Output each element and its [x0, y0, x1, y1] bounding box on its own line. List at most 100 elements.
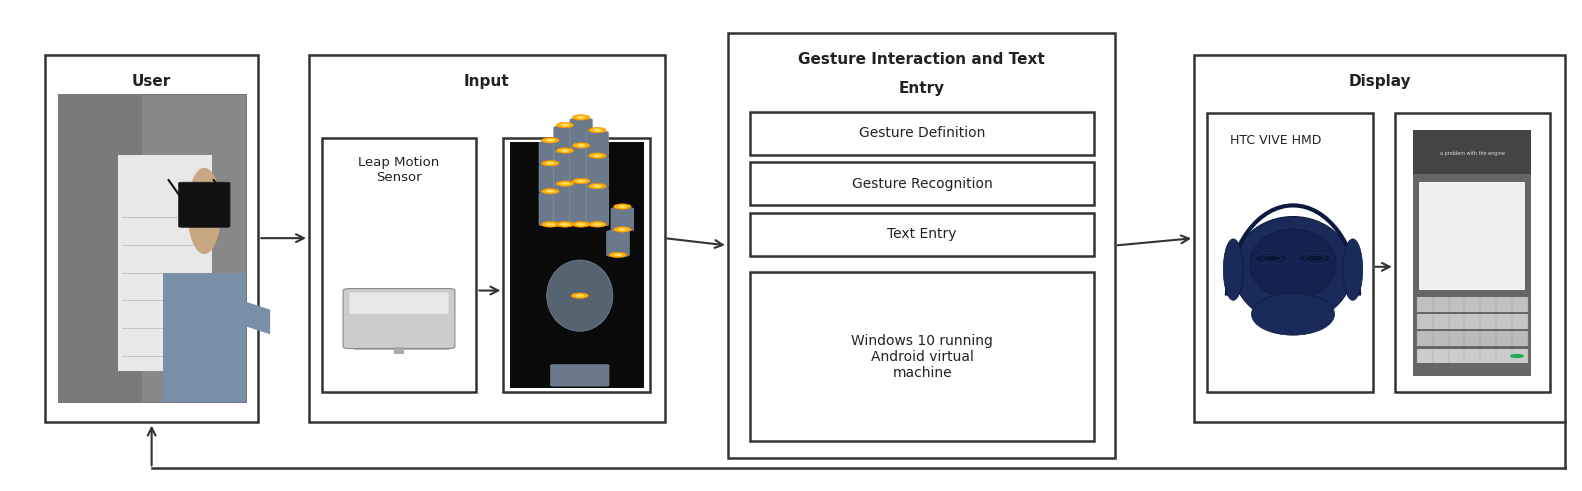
Circle shape: [614, 253, 622, 256]
Circle shape: [541, 137, 558, 143]
Circle shape: [593, 185, 601, 188]
Circle shape: [589, 184, 606, 189]
Circle shape: [1261, 255, 1281, 262]
Circle shape: [577, 223, 585, 226]
Polygon shape: [163, 273, 245, 402]
Text: HTC VIVE HMD: HTC VIVE HMD: [1229, 134, 1321, 147]
Circle shape: [546, 162, 555, 164]
Circle shape: [1305, 255, 1324, 262]
Ellipse shape: [1251, 293, 1335, 335]
Text: Leap Motion
Sensor: Leap Motion Sensor: [359, 156, 440, 184]
Circle shape: [619, 228, 626, 231]
Circle shape: [541, 161, 558, 166]
FancyBboxPatch shape: [585, 157, 609, 188]
FancyBboxPatch shape: [1413, 130, 1531, 376]
FancyBboxPatch shape: [503, 138, 650, 392]
Circle shape: [1509, 354, 1523, 358]
FancyBboxPatch shape: [394, 347, 403, 354]
FancyBboxPatch shape: [1395, 113, 1550, 392]
FancyBboxPatch shape: [1207, 113, 1373, 392]
Text: Input: Input: [464, 74, 509, 89]
Circle shape: [593, 154, 601, 157]
Text: Gesture Interaction and Text: Gesture Interaction and Text: [797, 52, 1044, 67]
Circle shape: [573, 221, 590, 227]
Text: Display: Display: [1348, 74, 1411, 89]
FancyBboxPatch shape: [354, 345, 449, 351]
Circle shape: [560, 149, 570, 152]
Circle shape: [560, 124, 570, 126]
Circle shape: [609, 252, 626, 258]
Ellipse shape: [1234, 217, 1353, 323]
Ellipse shape: [187, 168, 221, 254]
Circle shape: [614, 227, 631, 232]
Ellipse shape: [1343, 239, 1362, 300]
FancyBboxPatch shape: [57, 94, 245, 402]
Circle shape: [571, 293, 589, 299]
Circle shape: [593, 223, 601, 226]
Circle shape: [557, 122, 574, 128]
FancyBboxPatch shape: [585, 187, 609, 226]
Circle shape: [589, 221, 606, 227]
Circle shape: [557, 221, 574, 227]
Text: Windows 10 running
Android virtual
machine: Windows 10 running Android virtual machi…: [851, 334, 993, 380]
FancyBboxPatch shape: [554, 185, 576, 226]
Circle shape: [577, 223, 585, 226]
Circle shape: [560, 182, 570, 185]
FancyBboxPatch shape: [321, 138, 476, 392]
FancyBboxPatch shape: [1417, 331, 1528, 346]
Circle shape: [573, 221, 590, 227]
FancyBboxPatch shape: [539, 141, 562, 164]
FancyBboxPatch shape: [570, 146, 593, 183]
Circle shape: [593, 129, 601, 132]
Ellipse shape: [1250, 229, 1337, 299]
Text: Text Entry: Text Entry: [888, 227, 957, 241]
Polygon shape: [195, 285, 271, 334]
Circle shape: [589, 221, 606, 227]
Circle shape: [546, 139, 555, 142]
FancyBboxPatch shape: [350, 292, 449, 314]
Circle shape: [560, 223, 570, 226]
FancyBboxPatch shape: [308, 55, 664, 422]
Circle shape: [541, 189, 558, 194]
FancyBboxPatch shape: [570, 182, 593, 226]
Circle shape: [573, 143, 590, 148]
FancyBboxPatch shape: [611, 208, 634, 231]
FancyBboxPatch shape: [750, 112, 1095, 155]
FancyBboxPatch shape: [1417, 314, 1528, 329]
Circle shape: [557, 181, 574, 186]
Circle shape: [1255, 253, 1288, 264]
Circle shape: [573, 178, 590, 184]
FancyBboxPatch shape: [570, 118, 593, 147]
Circle shape: [546, 190, 555, 192]
Circle shape: [546, 223, 555, 226]
Circle shape: [577, 116, 585, 119]
Circle shape: [560, 223, 570, 226]
FancyBboxPatch shape: [117, 156, 212, 371]
FancyBboxPatch shape: [606, 230, 630, 256]
FancyBboxPatch shape: [179, 182, 229, 227]
FancyBboxPatch shape: [1417, 297, 1528, 312]
Circle shape: [557, 221, 574, 227]
Circle shape: [541, 221, 558, 227]
Circle shape: [589, 128, 606, 133]
FancyBboxPatch shape: [509, 142, 644, 388]
FancyBboxPatch shape: [343, 289, 456, 349]
FancyBboxPatch shape: [750, 162, 1095, 205]
FancyBboxPatch shape: [554, 152, 576, 185]
Circle shape: [557, 148, 574, 153]
Circle shape: [589, 153, 606, 158]
FancyBboxPatch shape: [57, 94, 142, 402]
Circle shape: [541, 221, 558, 227]
FancyBboxPatch shape: [1419, 182, 1525, 290]
Circle shape: [1297, 253, 1330, 264]
Circle shape: [619, 205, 626, 208]
Circle shape: [577, 180, 585, 183]
FancyBboxPatch shape: [728, 32, 1115, 459]
FancyBboxPatch shape: [44, 55, 258, 422]
FancyBboxPatch shape: [539, 192, 562, 226]
Text: User: User: [131, 74, 171, 89]
Text: a problem with the engine: a problem with the engine: [1440, 151, 1504, 156]
Text: Gesture Recognition: Gesture Recognition: [851, 177, 992, 191]
Text: Gesture Definition: Gesture Definition: [859, 126, 986, 140]
Ellipse shape: [547, 260, 612, 331]
